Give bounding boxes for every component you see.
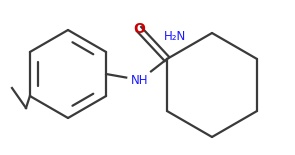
Text: H₂N: H₂N: [164, 31, 186, 44]
Text: NH: NH: [131, 73, 149, 86]
Text: O: O: [133, 22, 145, 36]
